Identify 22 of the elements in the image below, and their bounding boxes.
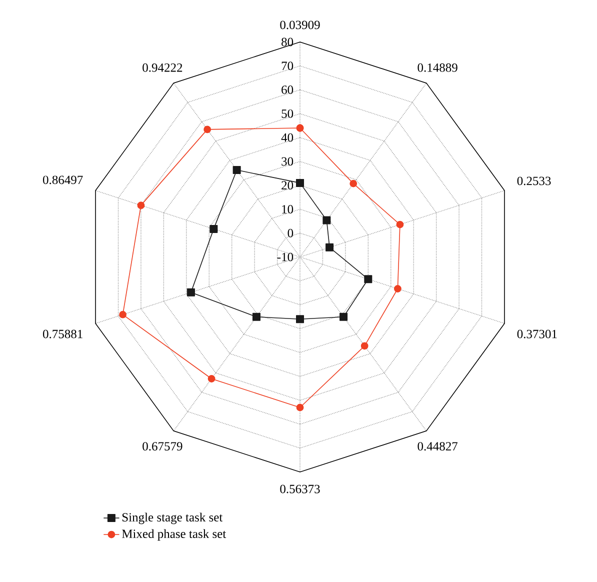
spoke-label: 0.14889 <box>418 63 458 72</box>
spoke-label: 0.03909 <box>280 20 320 30</box>
spoke-label: 0.94222 <box>142 63 182 72</box>
spoke-label: 0.2533 <box>517 176 551 186</box>
y-tick-label: 30 <box>282 157 294 166</box>
legend-label: Single stage task set <box>122 512 223 524</box>
spoke-label: 0.44827 <box>418 442 458 451</box>
legend-label: Mixed phase task set <box>122 529 226 541</box>
y-tick-label: 20 <box>282 181 294 190</box>
spoke-label: 0.56373 <box>280 484 320 494</box>
y-tick-label: 50 <box>282 109 294 118</box>
y-tick-label: 0 <box>288 228 294 238</box>
y-tick-label: 40 <box>281 133 294 142</box>
spoke-label: 0.86497 <box>42 176 83 184</box>
spoke-label: 0.37301 <box>517 330 557 338</box>
spoke-label: 0.75881 <box>42 330 82 338</box>
y-tick-label: 70 <box>282 62 294 70</box>
spoke-label: 0.67579 <box>142 442 182 451</box>
y-tick-label: 60 <box>282 86 294 94</box>
y-tick-label: 80 <box>282 38 294 46</box>
y-tick-label: -10 <box>277 252 294 262</box>
y-tick-label: 10 <box>282 205 294 214</box>
